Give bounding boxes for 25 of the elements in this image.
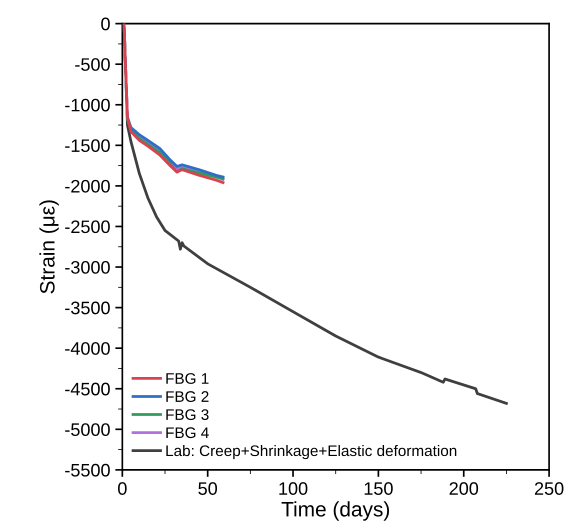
legend-label: Lab: Creep+Shrinkage+Elastic deformation [166, 444, 456, 460]
x-tick-label: 0 [118, 482, 127, 495]
x-tick-label: 250 [534, 482, 564, 495]
x-tick-label: 150 [364, 482, 393, 495]
legend-label: FBG 2 [166, 391, 208, 402]
x-axis-title: Time (days) [282, 501, 390, 521]
y-tick-label: -5000 [65, 423, 110, 436]
y-tick-label: 0 [101, 18, 110, 30]
y-tick-label: -500 [75, 58, 110, 71]
y-axis-title: Strain (με) [39, 200, 59, 294]
y-tick-label: -4000 [65, 342, 110, 355]
x-tick-label: 200 [450, 482, 478, 495]
x-tick-label: 50 [198, 482, 218, 495]
y-tick-label: -2500 [65, 220, 110, 234]
legend-label: FBG 3 [166, 409, 209, 420]
y-tick-label: -1000 [65, 98, 110, 112]
y-tick-label: -2000 [65, 180, 110, 193]
y-tick-label: -4500 [65, 382, 110, 396]
y-tick-label: -3000 [65, 260, 110, 274]
y-tick-label: -3500 [65, 302, 110, 314]
legend-label: FBG 1 [166, 373, 209, 384]
x-tick-label: 100 [279, 482, 308, 495]
y-tick-label: -5500 [65, 464, 110, 477]
legend-label: FBG 4 [166, 427, 209, 438]
y-tick-label: -1500 [65, 139, 110, 152]
